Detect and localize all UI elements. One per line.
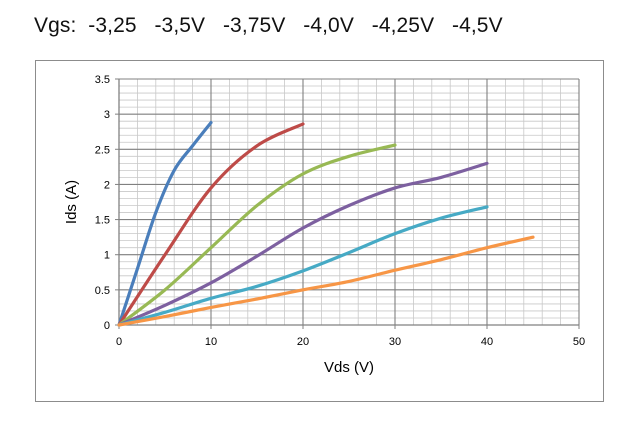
x-tick-label: 0 <box>116 336 122 348</box>
series-line-1 <box>117 120 213 327</box>
series-line-5 <box>117 205 489 327</box>
series-line-6 <box>117 235 535 327</box>
y-tick-label: 1.5 <box>95 215 110 227</box>
series-line-3 <box>117 143 397 327</box>
y-tick-label: 0 <box>104 320 110 332</box>
x-axis-title: Vds (V) <box>324 359 374 376</box>
x-tick-label: 10 <box>205 336 217 348</box>
tick-labels: 0 0.5 1 1.5 2 2.5 3 3.5 0 10 20 30 40 50 <box>95 74 585 348</box>
x-tick-label: 30 <box>389 336 401 348</box>
x-tick-label: 50 <box>573 336 585 348</box>
chart-frame <box>35 60 604 402</box>
y-axis-title: Ids (A) <box>63 180 80 224</box>
axes <box>115 78 580 329</box>
y-tick-label: 2 <box>104 179 110 191</box>
x-tick-label: 20 <box>297 336 309 348</box>
data-series <box>117 120 535 327</box>
y-tick-label: 3.5 <box>95 74 110 86</box>
y-tick-label: 3 <box>104 109 110 121</box>
series-line-4 <box>117 161 489 327</box>
y-tick-label: 2.5 <box>95 144 110 156</box>
x-tick-label: 40 <box>481 336 493 348</box>
major-gridlines <box>118 78 580 326</box>
minor-gridlines <box>118 78 580 326</box>
y-tick-label: 0.5 <box>95 285 110 297</box>
y-tick-label: 1 <box>104 250 110 262</box>
vgs-header-text: Vgs: -3,25 -3,5V -3,75V -4,0V -4,25V -4,… <box>34 14 503 37</box>
series-line-2 <box>117 122 305 327</box>
